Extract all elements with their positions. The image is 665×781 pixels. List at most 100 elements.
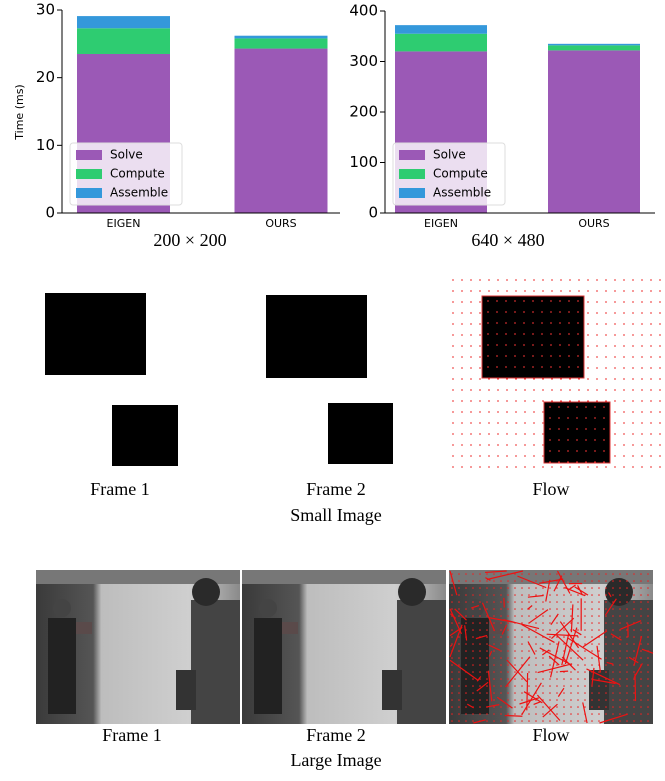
- flow-vector: [577, 706, 579, 708]
- flow-vector: [472, 650, 474, 652]
- flow-vector: [633, 685, 635, 687]
- flow-vector: [584, 678, 586, 680]
- flow-vector: [486, 692, 488, 694]
- flow-vector: [626, 587, 628, 589]
- flow-vector: [493, 699, 495, 701]
- flow-vector: [626, 685, 628, 687]
- flow-vector: [514, 713, 516, 715]
- flow-vector: [451, 699, 453, 701]
- flow-vector: [458, 594, 460, 596]
- flow-vector: [626, 671, 628, 673]
- flow-vector: [570, 573, 572, 575]
- flow-vector: [598, 692, 600, 694]
- flow-vector: [577, 692, 579, 694]
- flow-vector: [640, 573, 642, 575]
- flow-vector: [591, 601, 593, 603]
- flow-vector: [500, 580, 502, 582]
- flow-vector: [633, 720, 635, 722]
- flow-vector: [458, 706, 460, 708]
- flow-vector: [472, 587, 474, 589]
- flow-vector: [647, 615, 649, 617]
- photo: [36, 570, 240, 724]
- y-tick-label: 400: [349, 2, 378, 20]
- legend-label: Compute: [110, 167, 165, 181]
- flow-vector: [465, 573, 467, 575]
- flow-vector: [591, 699, 593, 701]
- flow-vector: [577, 601, 579, 603]
- flow-vector: [507, 622, 509, 624]
- flow-vector: [451, 608, 453, 610]
- flow-vector: [633, 650, 635, 652]
- flow-vector: [472, 615, 474, 617]
- flow-vector: [465, 713, 467, 715]
- flow-vector: [577, 657, 579, 659]
- flow-vector: [465, 650, 467, 652]
- flow-vector: [598, 685, 600, 687]
- flow-vector: [563, 692, 565, 694]
- flow-vector: [563, 622, 565, 624]
- flow-vector: [458, 713, 460, 715]
- flow-vector: [493, 573, 495, 575]
- flow-vector: [479, 713, 481, 715]
- square: [266, 295, 367, 378]
- panel-label: Flow: [532, 479, 569, 499]
- flow-vector: [500, 657, 502, 659]
- flow-vector: [626, 706, 628, 708]
- legend-swatch: [76, 188, 102, 198]
- flow-vector: [451, 643, 453, 645]
- flow-vector: [549, 706, 551, 708]
- flow-vector: [535, 594, 537, 596]
- flow-vector: [584, 671, 586, 673]
- flow-vector: [535, 636, 537, 638]
- flow-vector: [577, 713, 579, 715]
- flow-vector: [591, 608, 593, 610]
- bar-segment: [548, 45, 640, 50]
- flow-vector: [584, 706, 586, 708]
- flow-vector: [584, 692, 586, 694]
- flow-vector: [521, 699, 523, 701]
- flow-vector: [612, 587, 614, 589]
- flow-vector: [584, 580, 586, 582]
- panel-label: Frame 1: [102, 725, 161, 745]
- flow-vector: [472, 594, 474, 596]
- flow-vector: [472, 685, 474, 687]
- flow-vector: [472, 664, 474, 666]
- flow-vector: [563, 720, 565, 722]
- flow-vector: [612, 608, 614, 610]
- flow-vector: [451, 692, 453, 694]
- y-tick-label: 10: [36, 136, 55, 154]
- flow-vector: [507, 678, 509, 680]
- flow-vector: [535, 615, 537, 617]
- bar-segment: [395, 34, 487, 52]
- legend-label: Assemble: [433, 186, 491, 200]
- flow-vector: [570, 699, 572, 701]
- flow-vector: [479, 622, 481, 624]
- flow-vector: [570, 685, 572, 687]
- flow-vector: [619, 573, 621, 575]
- flow-vector: [465, 664, 467, 666]
- flow-vector: [605, 664, 607, 666]
- flow-vector: [479, 615, 481, 617]
- flow-vector: [605, 636, 607, 638]
- flow-vector: [556, 594, 558, 596]
- flow-vector: [542, 643, 544, 645]
- flow-vector: [472, 657, 474, 659]
- flow-vector: [626, 678, 628, 680]
- flow-vector: [619, 678, 621, 680]
- flow-vector: [500, 671, 502, 673]
- flow-vector: [528, 573, 530, 575]
- flow-vector: [605, 699, 607, 701]
- flow-vector: [479, 573, 481, 575]
- flow-vector: [505, 715, 523, 716]
- flow-vector: [647, 720, 649, 722]
- flow-vector: [465, 685, 467, 687]
- flow-vector: [647, 573, 649, 575]
- flow-vector: [514, 699, 516, 701]
- flow-vector: [626, 643, 628, 645]
- flow-vector: [535, 671, 537, 673]
- flow-vector: [458, 685, 460, 687]
- flow-vector: [640, 678, 642, 680]
- flow-vector: [633, 713, 635, 715]
- y-tick-label: 100: [349, 153, 378, 171]
- flow-vector: [619, 622, 621, 624]
